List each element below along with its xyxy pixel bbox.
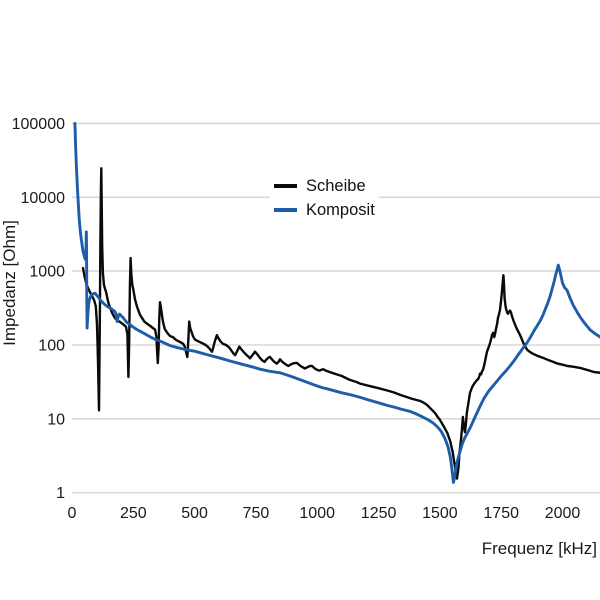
series-scheibe-line <box>81 167 600 480</box>
x-tick-label: 2000 <box>545 505 581 522</box>
x-tick-label: 1250 <box>361 505 397 522</box>
y-tick-label: 10 <box>47 411 65 428</box>
y-tick-label: 100 <box>38 338 65 355</box>
y-tick-label: 10000 <box>21 190 66 207</box>
x-tick-label: 1750 <box>483 505 519 522</box>
x-tick-label: 0 <box>68 505 77 522</box>
legend-label-scheibe: Scheibe <box>306 176 366 195</box>
x-tick-label: 1000 <box>299 505 335 522</box>
komposit-line-swatch <box>274 208 297 212</box>
x-tick-label: 1500 <box>422 505 458 522</box>
legend-item-scheibe: Scheibe <box>274 174 375 198</box>
legend-item-komposit: Komposit <box>274 198 375 222</box>
legend-label-komposit: Komposit <box>306 200 375 219</box>
x-tick-label: 250 <box>120 505 147 522</box>
chart-legend: Scheibe Komposit <box>270 173 379 223</box>
x-axis-title: Frequenz [kHz] <box>482 539 597 558</box>
y-tick-label: 1 <box>56 485 65 502</box>
y-tick-label: 100000 <box>12 116 65 133</box>
x-tick-label: 750 <box>243 505 270 522</box>
y-tick-label: 1000 <box>29 264 65 281</box>
x-tick-label: 500 <box>181 505 208 522</box>
series-komposit-line <box>73 121 600 484</box>
y-axis-title: Impedanz [Ohm] <box>0 220 19 346</box>
scheibe-line-swatch <box>274 184 297 188</box>
